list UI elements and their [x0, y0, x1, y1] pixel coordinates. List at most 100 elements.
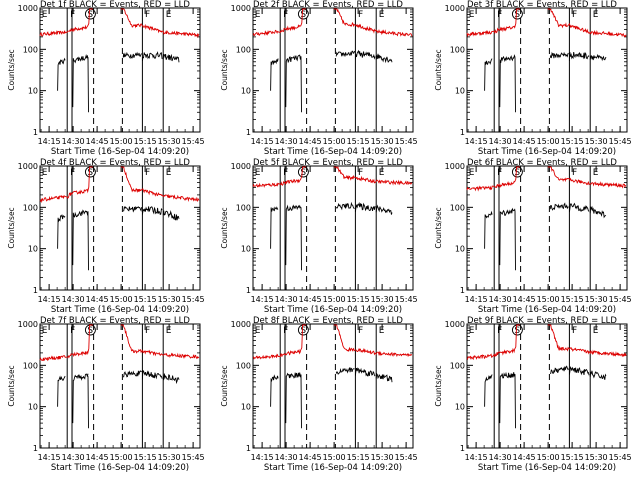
marker-label-f: F — [358, 168, 363, 178]
marker-label-e: E — [42, 168, 48, 178]
marker-label-f: F — [572, 10, 577, 20]
y-axis-label: Counts/sec — [434, 49, 443, 90]
marker-label-e: E — [166, 326, 172, 336]
y-tick-label: 1000 — [18, 320, 38, 329]
marker-label-e: E — [469, 326, 475, 336]
y-axis-label: Counts/sec — [7, 207, 16, 248]
marker-label-s: S — [87, 168, 93, 178]
marker-label-e: E — [469, 168, 475, 178]
y-tick-label: 100 — [450, 203, 465, 212]
x-tick-label: 15:15 — [134, 137, 157, 146]
y-tick-label: 1000 — [231, 162, 251, 171]
marker-label-s: S — [514, 10, 520, 20]
panel-det-7: Det 7f BLACK = Events, RED = LLD 1 10 100 10… — [7, 316, 205, 473]
y-tick-label: 100 — [450, 45, 465, 54]
x-tick-label: 15:15 — [561, 137, 584, 146]
axes-frame — [39, 7, 201, 133]
marker-label-e: E — [593, 10, 599, 20]
x-axis-label: Start Time (16-Sep-04 14:09:20) — [478, 463, 616, 473]
y-tick-label: 100 — [236, 203, 251, 212]
marker-label-e: E — [379, 326, 385, 336]
x-tick-label: 14:45 — [86, 295, 109, 304]
panel-title: Det 1f BLACK = Events, RED = LLD — [40, 0, 190, 10]
x-tick-label: 14:30 — [62, 295, 85, 304]
marker-label-f: F — [70, 168, 75, 178]
y-tick-label: 100 — [23, 45, 38, 54]
y-tick-label: 1000 — [445, 4, 465, 13]
x-axis-label: Start Time (16-Sep-04 14:09:20) — [51, 147, 189, 157]
x-tick-label: 15:15 — [347, 137, 370, 146]
y-tick-label: 10 — [28, 403, 38, 412]
marker-label-f: F — [358, 326, 363, 336]
x-axis-label: Start Time (16-Sep-04 14:09:20) — [478, 147, 616, 157]
x-tick-label: 14:45 — [299, 295, 322, 304]
x-tick-label: 14:45 — [513, 137, 536, 146]
x-tick-label: 15:30 — [158, 453, 181, 462]
y-tick-label: 100 — [23, 203, 38, 212]
x-tick-label: 15:00 — [323, 137, 346, 146]
lld-series-line — [39, 324, 200, 362]
panel-det-8: Det 8f BLACK = Events, RED = LLD 1 10 100 10… — [220, 316, 418, 473]
panel-det-2: Det 2f BLACK = Events, RED = LLD 1 10 100 10… — [220, 0, 418, 157]
panel-det-4: Det 4f BLACK = Events, RED = LLD 1 10 100 10… — [7, 158, 205, 315]
marker-label-f: F — [283, 168, 288, 178]
x-tick-label: 14:15 — [38, 137, 61, 146]
events-series-line — [57, 205, 180, 271]
lld-series-line — [39, 8, 200, 39]
y-tick-label: 100 — [23, 361, 38, 370]
marker-label-e: E — [255, 168, 261, 178]
x-tick-label: 15:15 — [347, 295, 370, 304]
lld-series-line — [466, 8, 627, 38]
lld-series-line — [252, 165, 412, 188]
x-tick-label: 15:00 — [323, 295, 346, 304]
y-tick-label: 10 — [241, 87, 251, 96]
marker-label-f: F — [497, 10, 502, 20]
marker-label-f: F — [145, 10, 150, 20]
x-tick-label: 15:45 — [395, 295, 418, 304]
x-tick-label: 15:30 — [585, 137, 608, 146]
lld-series-line — [252, 324, 413, 360]
marker-label-s: S — [300, 326, 306, 336]
axes-frame — [466, 323, 628, 449]
marker-label-f: F — [283, 10, 288, 20]
lld-series-line — [252, 8, 413, 37]
marker-label-e: E — [593, 168, 599, 178]
x-tick-label: 14:45 — [299, 453, 322, 462]
x-tick-label: 15:15 — [561, 295, 584, 304]
marker-label-e: E — [469, 10, 475, 20]
x-tick-label: 14:30 — [489, 137, 512, 146]
x-tick-label: 15:15 — [134, 295, 157, 304]
panel-det-3: Det 3f BLACK = Events, RED = LLD 1 10 100 10… — [434, 0, 632, 157]
y-axis-label: Counts/sec — [7, 365, 16, 406]
panel-det-6: Det 6f BLACK = Events, RED = LLD 1 10 100 10… — [434, 158, 632, 315]
x-tick-label: 15:30 — [585, 295, 608, 304]
events-series-line — [484, 365, 607, 429]
x-tick-label: 14:15 — [465, 137, 488, 146]
x-axis-label: Start Time (16-Sep-04 14:09:20) — [264, 463, 402, 473]
events-series-line — [270, 49, 393, 113]
x-tick-label: 15:45 — [609, 453, 632, 462]
y-tick-label: 10 — [455, 87, 465, 96]
x-tick-label: 14:30 — [275, 137, 298, 146]
events-series-line — [270, 367, 393, 429]
x-tick-label: 14:30 — [62, 137, 85, 146]
y-tick-label: 1 — [246, 444, 251, 453]
x-tick-label: 15:00 — [537, 137, 560, 146]
marker-label-e: E — [166, 10, 172, 20]
axes-frame — [39, 165, 201, 291]
x-tick-label: 14:45 — [86, 453, 109, 462]
y-axis-label: Counts/sec — [434, 365, 443, 406]
x-axis-label: Start Time (16-Sep-04 14:09:20) — [51, 463, 189, 473]
x-axis-label: Start Time (16-Sep-04 14:09:20) — [478, 305, 616, 315]
marker-label-f: F — [572, 168, 577, 178]
lld-series-line — [466, 166, 627, 192]
marker-label-f: F — [145, 168, 150, 178]
x-tick-label: 15:30 — [371, 137, 394, 146]
events-series-line — [57, 369, 180, 429]
x-tick-label: 14:15 — [251, 137, 274, 146]
x-tick-label: 15:00 — [110, 295, 133, 304]
x-tick-label: 15:30 — [585, 453, 608, 462]
marker-label-e: E — [593, 326, 599, 336]
marker-label-e: E — [255, 326, 261, 336]
